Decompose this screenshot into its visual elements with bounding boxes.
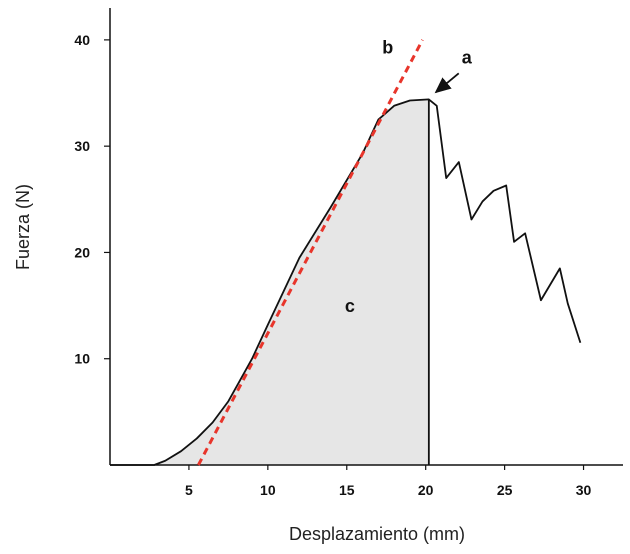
annotation-label-a: a xyxy=(462,47,473,67)
axes: 5 10 15 20 25 30 10 20 30 40 xyxy=(74,8,623,498)
force-curve xyxy=(110,98,582,466)
annotations-layer: a b c xyxy=(345,38,473,316)
shaded-area-layer xyxy=(110,99,429,466)
y-tick-label-40: 40 xyxy=(74,32,90,48)
x-tick-label-15: 15 xyxy=(339,482,355,498)
x-tick-label-10: 10 xyxy=(260,482,276,498)
x-tick-label-5: 5 xyxy=(185,482,193,498)
shaded-area xyxy=(110,99,429,466)
series-layer xyxy=(110,39,582,466)
tangent-line xyxy=(197,39,424,466)
annotation-label-b: b xyxy=(382,38,393,58)
x-axis-title: Desplazamiento (mm) xyxy=(289,524,465,544)
y-axis-title: Fuerza (N) xyxy=(13,184,33,270)
x-tick-label-25: 25 xyxy=(497,482,513,498)
x-tick-label-20: 20 xyxy=(418,482,434,498)
annotation-label-c: c xyxy=(345,296,355,316)
y-tick-label-20: 20 xyxy=(74,244,90,260)
y-tick-label-30: 30 xyxy=(74,138,90,154)
annotation-arrow-a xyxy=(434,72,460,94)
y-tick-label-10: 10 xyxy=(74,351,90,367)
x-tick-label-30: 30 xyxy=(576,482,592,498)
